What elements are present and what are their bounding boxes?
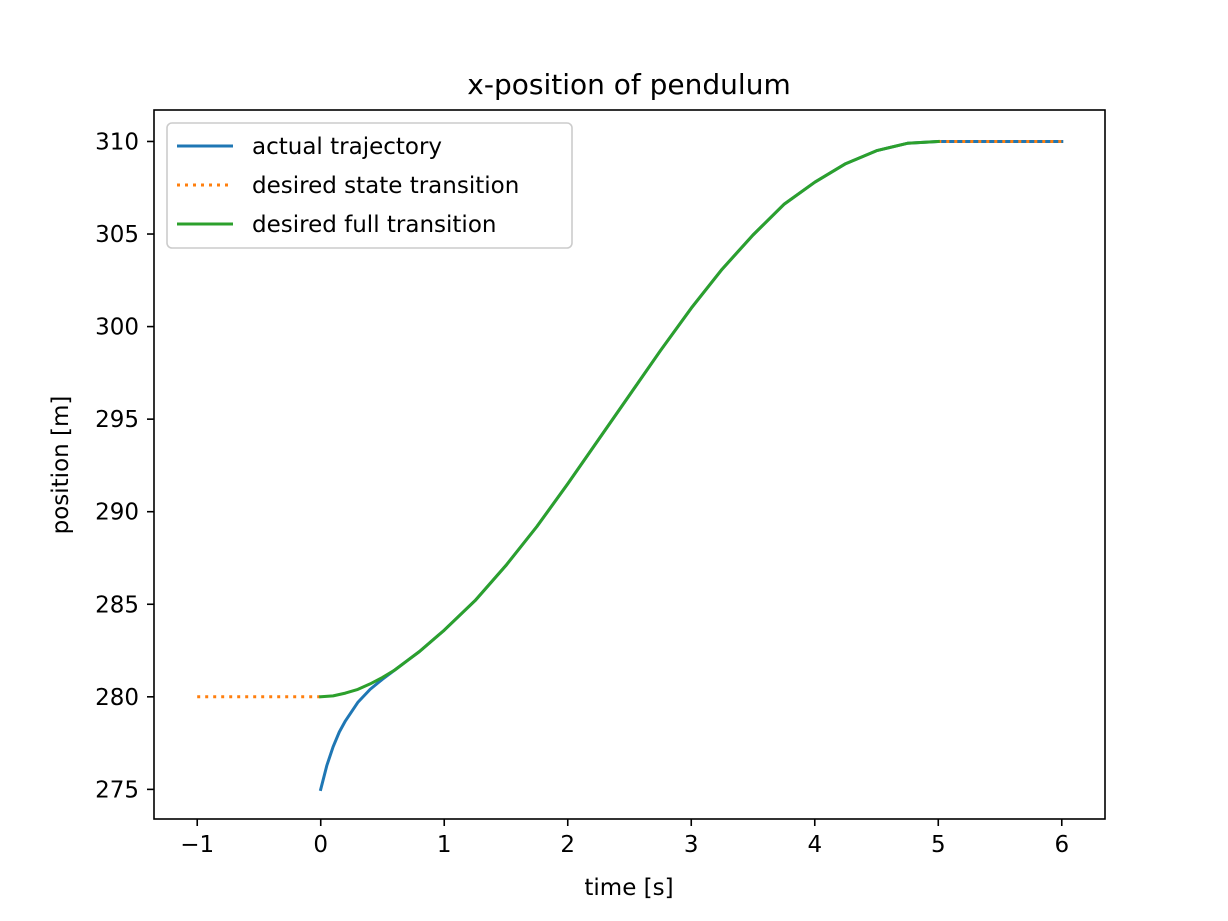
y-tick-label: 275	[95, 777, 139, 803]
y-tick-label: 300	[95, 315, 139, 341]
plot-area	[197, 139, 1064, 792]
axes-frame	[153, 109, 1106, 820]
x-tick-label: 5	[931, 832, 946, 858]
legend-box	[166, 122, 573, 249]
y-tick-label: 290	[95, 500, 139, 526]
legend-label-desired-full-transition: desired full transition	[252, 212, 496, 238]
y-tick-label: 285	[95, 592, 139, 618]
x-tick-label: 4	[807, 832, 822, 858]
chart-title: x-position of pendulum	[467, 68, 790, 101]
series-line-desired-full-transition	[319, 139, 940, 699]
x-tick-label: 1	[437, 832, 452, 858]
x-tick-label: 3	[684, 832, 699, 858]
y-tick-label: 305	[95, 222, 139, 248]
y-tick-label: 280	[95, 685, 139, 711]
x-axis-label: time [s]	[584, 875, 673, 901]
x-tick-label: 2	[560, 832, 575, 858]
x-tick-label: 6	[1054, 832, 1069, 858]
x-tick-label: −1	[180, 832, 214, 858]
y-tick-label: 310	[95, 129, 139, 155]
y-tick-label: 295	[95, 407, 139, 433]
legend-label-desired-state-transition: desired state transition	[252, 173, 519, 199]
tick-layer: −1 0 1 2 3 4 5 6 275 280 285 290 295 300 305 310	[95, 129, 1069, 858]
legend-label-actual-trajectory: actual trajectory	[252, 134, 442, 160]
y-axis-label: position [m]	[48, 396, 74, 535]
legend: actual trajectory desired state transiti…	[166, 122, 573, 249]
x-tick-label: 0	[313, 832, 328, 858]
